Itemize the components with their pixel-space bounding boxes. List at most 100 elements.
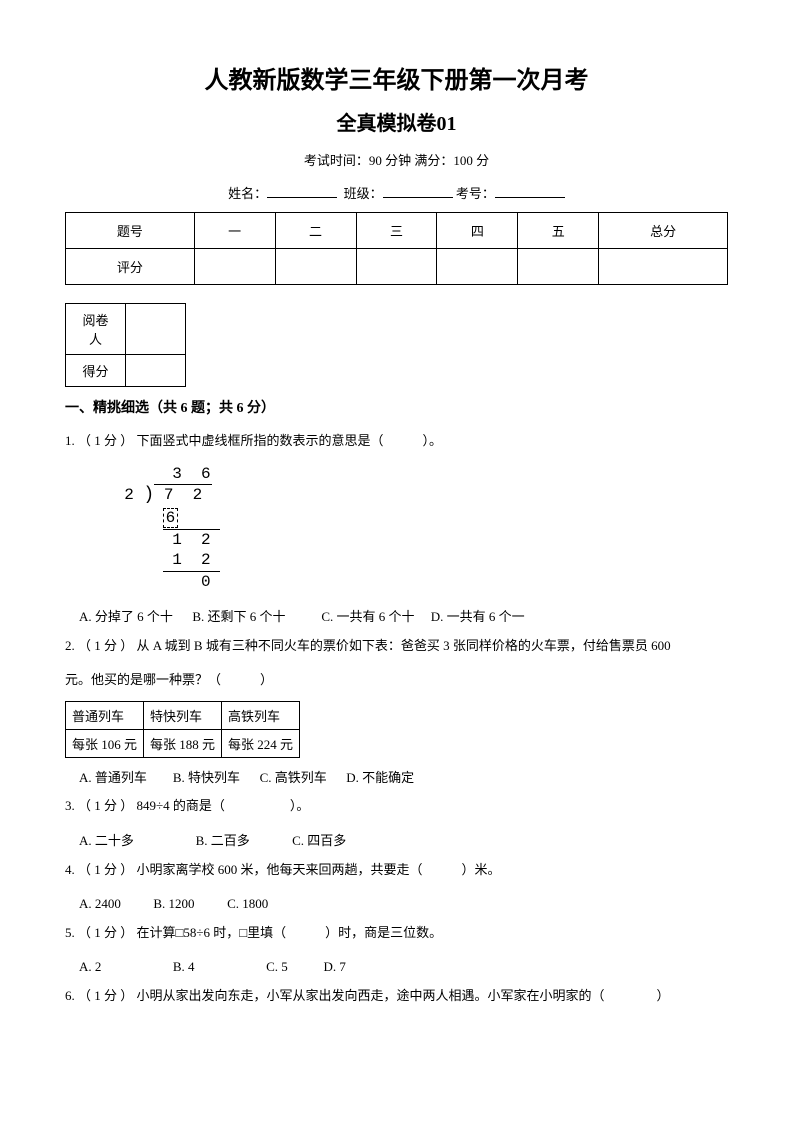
header-cell: 五 (518, 213, 599, 249)
q-num: 4. (65, 862, 75, 877)
train-price: 每张 106 元 (66, 729, 144, 757)
question-4: 4. （ 1 分 ） 小明家离学校 600 米，他每天来回两趟，共要走（ ）米。 (65, 856, 728, 885)
q-num: 3. (65, 798, 75, 813)
table-row: 评分 (66, 249, 728, 285)
step-value: 1 2 (172, 531, 210, 549)
q-text: 849÷4 的商是（ ）。 (137, 798, 310, 813)
option-b[interactable]: B. 还剩下 6 个十 (192, 609, 285, 624)
score-cell[interactable] (518, 249, 599, 285)
q5-options: A. 2 B. 4 C. 5 D. 7 (65, 953, 728, 982)
q-points: （ 1 分 ） (78, 862, 133, 877)
q-text: 下面竖式中虚线框所指的数表示的意思是（ ）。 (137, 433, 443, 448)
option-c[interactable]: C. 高铁列车 (260, 770, 327, 785)
option-a[interactable]: A. 2 (79, 959, 101, 974)
train-price-table: 普通列车 特快列车 高铁列车 每张 106 元 每张 188 元 每张 224 … (65, 701, 300, 758)
q-points: （ 1 分 ） (78, 638, 133, 653)
table-row: 普通列车 特快列车 高铁列车 (66, 701, 300, 729)
class-label: 班级： (344, 186, 383, 201)
option-b[interactable]: B. 特快列车 (173, 770, 240, 785)
table-row: 得分 (66, 355, 186, 387)
q-points: （ 1 分 ） (78, 988, 133, 1003)
long-division: 3 6 2 ) 7 2 6 1 2 1 2 0 (105, 464, 728, 593)
class-blank[interactable] (383, 184, 453, 198)
q-num: 1. (65, 433, 75, 448)
question-6: 6. （ 1 分 ） 小明从家出发向东走，小军从家出发向西走，途中两人相遇。小军… (65, 982, 728, 1011)
score-cell[interactable] (194, 249, 275, 285)
q3-options: A. 二十多 B. 二百多 C. 四百多 (65, 827, 728, 856)
divisor: 2 (124, 486, 134, 504)
option-b[interactable]: B. 4 (173, 959, 195, 974)
student-info-line: 姓名： 班级： 考号： (65, 183, 728, 202)
score-table: 题号 一 二 三 四 五 总分 评分 (65, 212, 728, 285)
grader-cell[interactable] (126, 304, 186, 355)
question-2-cont: 元。他买的是哪一种票？（ ） (65, 666, 728, 695)
table-row: 题号 一 二 三 四 五 总分 (66, 213, 728, 249)
option-a[interactable]: A. 分掉了 6 个十 (79, 609, 173, 624)
sub-title: 全真模拟卷01 (65, 107, 728, 136)
header-cell: 三 (356, 213, 437, 249)
train-header: 普通列车 (66, 701, 144, 729)
train-header: 高铁列车 (222, 701, 300, 729)
header-cell: 题号 (66, 213, 195, 249)
option-c[interactable]: C. 1800 (227, 896, 268, 911)
grader-label: 阅卷人 (66, 304, 126, 355)
name-label: 姓名： (228, 186, 267, 201)
main-title: 人教新版数学三年级下册第一次月考 (65, 60, 728, 95)
option-d[interactable]: D. 一共有 6 个一 (431, 609, 525, 624)
score-cell[interactable] (275, 249, 356, 285)
option-a[interactable]: A. 普通列车 (79, 770, 147, 785)
dividend: 7 2 (154, 484, 212, 506)
remainder: 0 (201, 573, 211, 591)
exam-info: 考试时间：90 分钟 满分：100 分 (65, 150, 728, 169)
option-b[interactable]: B. 二百多 (196, 833, 250, 848)
name-blank[interactable] (267, 184, 337, 198)
dashed-step: 6 (163, 508, 179, 528)
quotient: 3 6 (172, 465, 210, 483)
section-header: 一、精挑细选（共 6 题；共 6 分） (65, 397, 728, 417)
option-c[interactable]: C. 四百多 (292, 833, 346, 848)
q2-options: A. 普通列车 B. 特快列车 C. 高铁列车 D. 不能确定 (65, 764, 728, 793)
score-label: 得分 (66, 355, 126, 387)
score-cell[interactable] (599, 249, 728, 285)
q-points: （ 1 分 ） (78, 798, 133, 813)
q-points: （ 1 分 ） (78, 925, 133, 940)
train-price: 每张 188 元 (144, 729, 222, 757)
q-text: 从 A 城到 B 城有三种不同火车的票价如下表：爸爸买 3 张同样价格的火车票，… (137, 638, 671, 653)
train-header: 特快列车 (144, 701, 222, 729)
question-2: 2. （ 1 分 ） 从 A 城到 B 城有三种不同火车的票价如下表：爸爸买 3… (65, 632, 728, 661)
q-num: 6. (65, 988, 75, 1003)
q1-options: A. 分掉了 6 个十 B. 还剩下 6 个十 C. 一共有 6 个十 D. 一… (65, 603, 728, 632)
q-points: （ 1 分 ） (78, 433, 133, 448)
number-label: 考号： (456, 186, 495, 201)
grading-table: 阅卷人 得分 (65, 303, 186, 387)
score-cell[interactable] (356, 249, 437, 285)
header-cell: 总分 (599, 213, 728, 249)
header-cell: 二 (275, 213, 356, 249)
q-text: 在计算□58÷6 时，□里填（ ）时，商是三位数。 (137, 925, 443, 940)
option-b[interactable]: B. 1200 (153, 896, 194, 911)
score-cell[interactable] (437, 249, 518, 285)
header-cell: 一 (194, 213, 275, 249)
table-row: 阅卷人 (66, 304, 186, 355)
question-5: 5. （ 1 分 ） 在计算□58÷6 时，□里填（ ）时，商是三位数。 (65, 919, 728, 948)
q-text: 小明从家出发向东走，小军从家出发向西走，途中两人相遇。小军家在小明家的（ ） (137, 988, 670, 1003)
q-num: 2. (65, 638, 75, 653)
option-d[interactable]: D. 7 (323, 959, 345, 974)
question-1: 1. （ 1 分 ） 下面竖式中虚线框所指的数表示的意思是（ ）。 (65, 427, 728, 456)
option-c[interactable]: C. 5 (266, 959, 288, 974)
q4-options: A. 2400 B. 1200 C. 1800 (65, 890, 728, 919)
train-price: 每张 224 元 (222, 729, 300, 757)
option-a[interactable]: A. 2400 (79, 896, 121, 911)
option-a[interactable]: A. 二十多 (79, 833, 134, 848)
row-label: 评分 (66, 249, 195, 285)
q-text: 小明家离学校 600 米，他每天来回两趟，共要走（ ）米。 (137, 862, 501, 877)
option-d[interactable]: D. 不能确定 (346, 770, 414, 785)
q-num: 5. (65, 925, 75, 940)
number-blank[interactable] (495, 184, 565, 198)
question-3: 3. （ 1 分 ） 849÷4 的商是（ ）。 (65, 792, 728, 821)
table-row: 每张 106 元 每张 188 元 每张 224 元 (66, 729, 300, 757)
score-cell[interactable] (126, 355, 186, 387)
option-c[interactable]: C. 一共有 6 个十 (321, 609, 414, 624)
step-value: 1 2 (172, 551, 210, 569)
header-cell: 四 (437, 213, 518, 249)
